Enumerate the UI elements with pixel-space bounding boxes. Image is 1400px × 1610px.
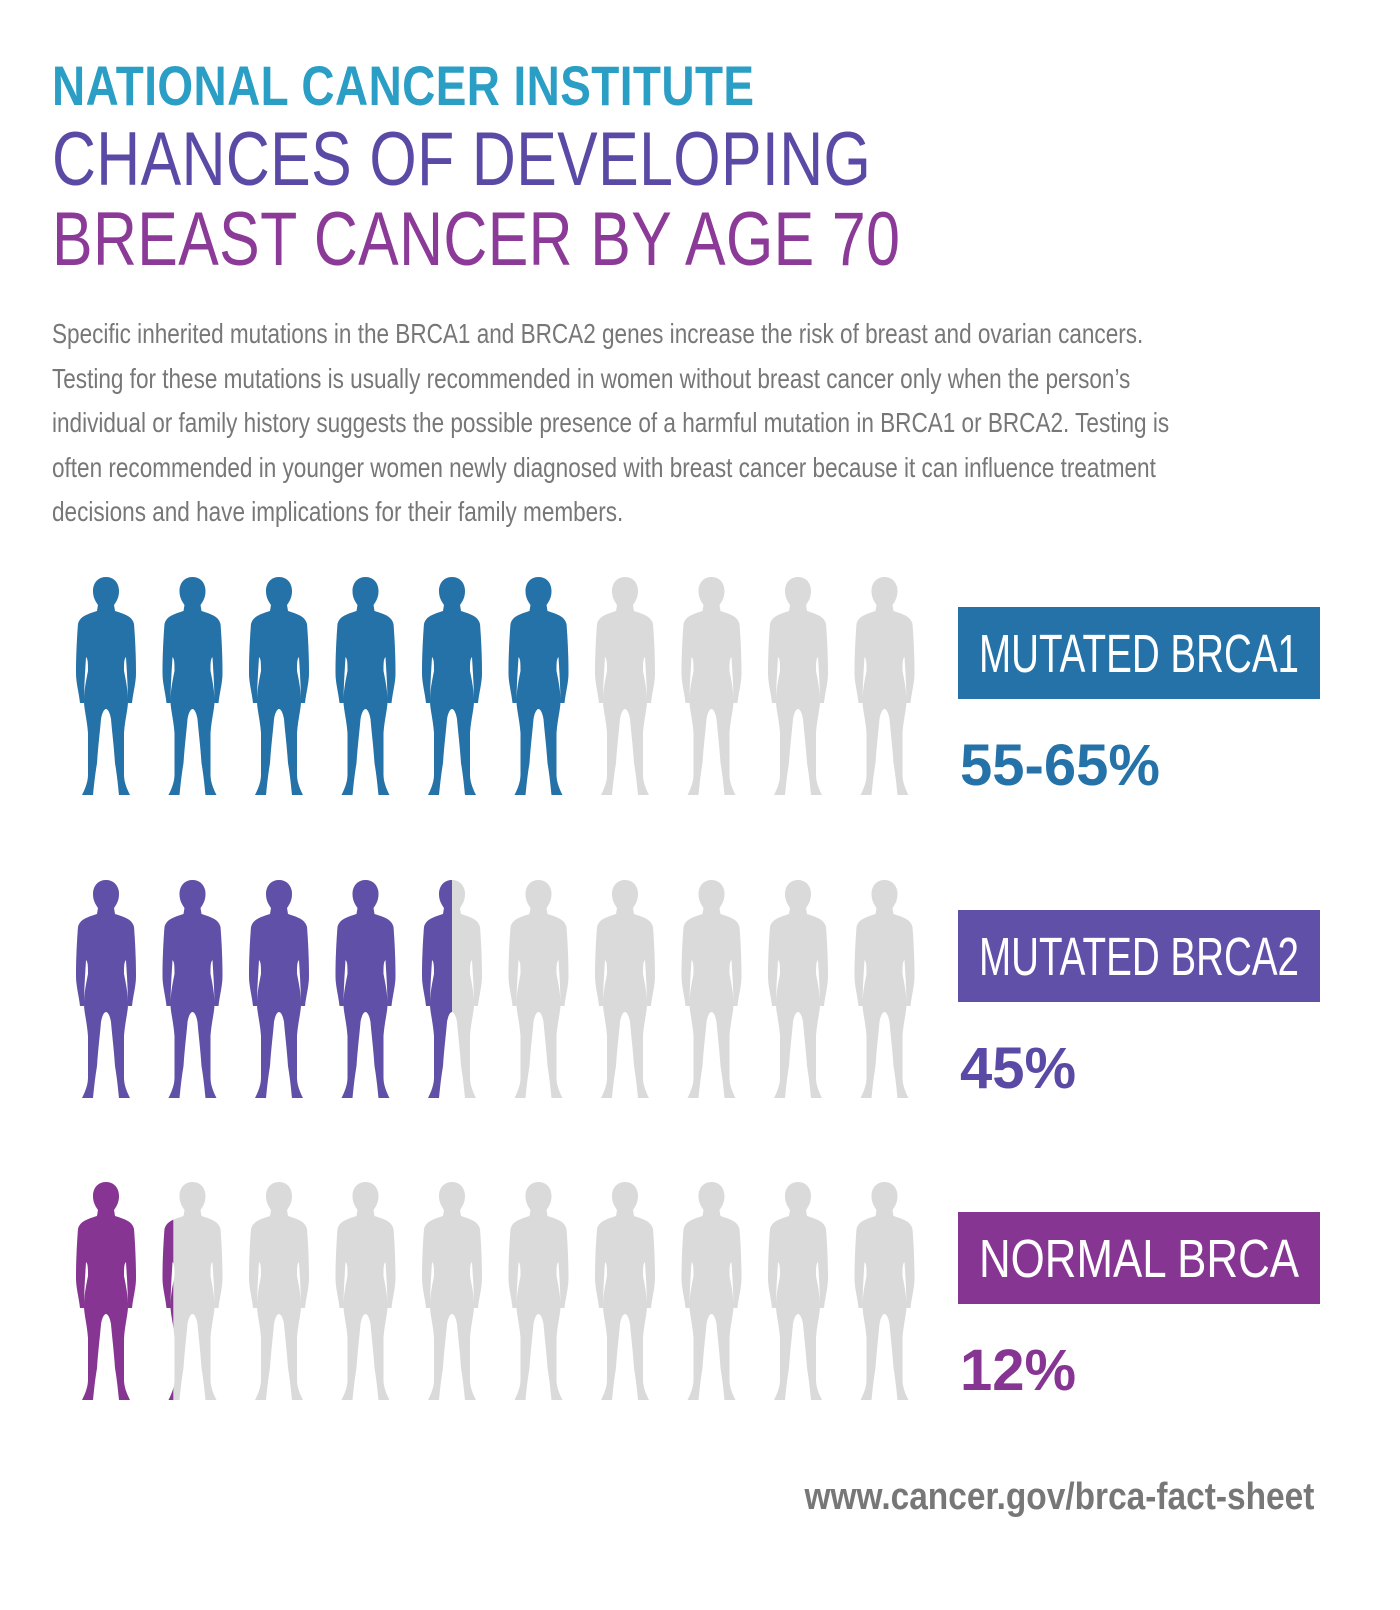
person-figure-icon (854, 880, 915, 1098)
series-value-label: 45% (960, 1036, 1076, 1101)
series-label: MUTATED BRCA2 (979, 927, 1299, 987)
person-figure-icon (422, 880, 482, 1098)
header-title-line3: BREAST CANCER BY AGE 70 (52, 197, 901, 282)
series-value-label: 12% (960, 1338, 1076, 1403)
person-figure-icon (854, 577, 915, 795)
description-line: Testing for these mutations is usually r… (52, 362, 1131, 394)
pictogram-row: NORMAL BRCA 12% (76, 1182, 1320, 1403)
series-label: MUTATED BRCA1 (979, 624, 1299, 684)
person-figure-icon (76, 577, 136, 795)
person-figure-icon (768, 880, 828, 1098)
description-line: Specific inherited mutations in the BRCA… (52, 318, 1144, 349)
person-figure-icon (162, 880, 223, 1098)
series-label-box (958, 607, 1320, 699)
person-figure-icon (681, 1182, 742, 1400)
person-figure-icon (595, 1182, 655, 1400)
person-figure-icon (595, 880, 655, 1098)
header-title-line2: CHANCES OF DEVELOPING (52, 117, 872, 202)
pictogram-row: MUTATED BRCA2 45% (76, 880, 1320, 1101)
person-figure-icon (681, 577, 742, 795)
pictogram-rows: MUTATED BRCA1 55-65% MUTATED BRCA2 45% NORMA… (76, 577, 1320, 1403)
source-url[interactable]: www.cancer.gov/brca-fact-sheet (804, 1476, 1314, 1518)
person-figure-icon (768, 1182, 828, 1400)
person-figure-icon (162, 577, 223, 795)
person-figure-icon (508, 1182, 569, 1400)
description-line: decisions and have implications for thei… (52, 496, 624, 527)
person-figure-icon (76, 1182, 136, 1400)
person-figure-icon (249, 577, 309, 795)
description-line: individual or family history suggests th… (52, 407, 1170, 438)
person-figure-icon (249, 1182, 309, 1400)
person-figure-icon (162, 1182, 223, 1400)
series-label: NORMAL BRCA (979, 1229, 1299, 1289)
person-figure-icon (335, 1182, 396, 1400)
description: Specific inherited mutations in the BRCA… (52, 312, 1260, 535)
person-figure-icon (422, 577, 482, 795)
person-figure-icon (249, 880, 309, 1098)
person-figure-icon (768, 577, 828, 795)
series-label-box (958, 910, 1320, 1002)
person-figure-icon (508, 577, 569, 795)
person-figure-icon (854, 1182, 915, 1400)
header-title-org: NATIONAL CANCER INSTITUTE (52, 54, 755, 117)
person-figure-icon (335, 880, 396, 1098)
person-figure-icon (681, 880, 742, 1098)
person-figure-icon (508, 880, 569, 1098)
pictogram-row: MUTATED BRCA1 55-65% (76, 577, 1320, 798)
series-label-box (958, 1212, 1320, 1304)
series-value-label: 55-65% (960, 733, 1160, 798)
person-figure-icon (595, 577, 655, 795)
person-figure-icon (335, 577, 396, 795)
person-figure-icon (76, 880, 136, 1098)
person-figure-icon (422, 1182, 482, 1400)
description-line: often recommended in younger women newly… (52, 451, 1156, 483)
